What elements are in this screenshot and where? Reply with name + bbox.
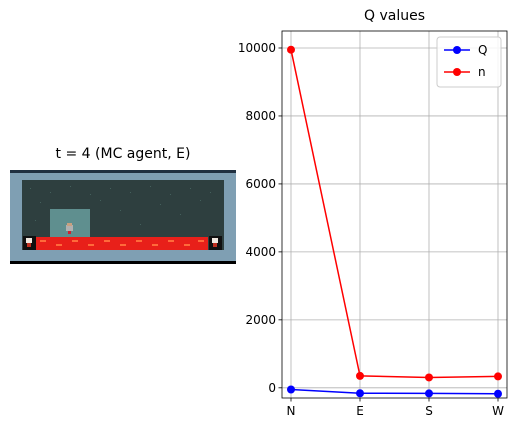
x-tick-label: W [492, 404, 504, 418]
x-tick-label: N [287, 404, 296, 418]
data-point-n [425, 373, 433, 382]
data-point-n [287, 45, 295, 54]
scene-bottom-border [10, 261, 236, 264]
left-door-icon [23, 236, 36, 250]
agent-sprite [66, 223, 73, 234]
gridworld-scene [10, 170, 236, 265]
floor-texture [30, 186, 211, 225]
data-point-Q [494, 389, 502, 398]
legend-marker-n [453, 68, 461, 76]
lava-texture [40, 240, 204, 246]
chart-axes: 0 2000 4000 6000 8000 10000 N E S W [238, 30, 508, 418]
data-point-n [494, 372, 502, 381]
right-door-icon [209, 236, 222, 250]
y-tick-label: 6000 [245, 177, 276, 191]
y-tick-label: 8000 [245, 109, 276, 123]
chart-legend: Qn [436, 36, 502, 88]
x-tick-label: S [425, 404, 433, 418]
chart-title: Q values [363, 8, 425, 24]
data-point-Q [356, 389, 364, 398]
chart-series [287, 45, 502, 398]
x-tick-label: E [356, 404, 364, 418]
legend-box [436, 36, 502, 88]
legend-label-Q: Q [478, 43, 487, 57]
legend-label-n: n [478, 65, 486, 79]
data-point-Q [287, 385, 295, 394]
gridworld-title: t = 4 (MC agent, E) [55, 146, 191, 162]
plot-frame [281, 30, 508, 399]
data-point-Q [425, 389, 433, 398]
y-tick-label: 0 [268, 381, 276, 395]
data-point-n [356, 371, 364, 380]
y-tick-label: 2000 [245, 313, 276, 327]
scene-top-border [10, 170, 236, 173]
y-tick-label: 4000 [245, 245, 276, 259]
series-line-n [290, 49, 499, 379]
lava-strip [36, 237, 208, 250]
legend-marker-Q [453, 46, 461, 54]
series-line-Q [290, 388, 499, 395]
y-tick-label: 10000 [238, 41, 276, 55]
